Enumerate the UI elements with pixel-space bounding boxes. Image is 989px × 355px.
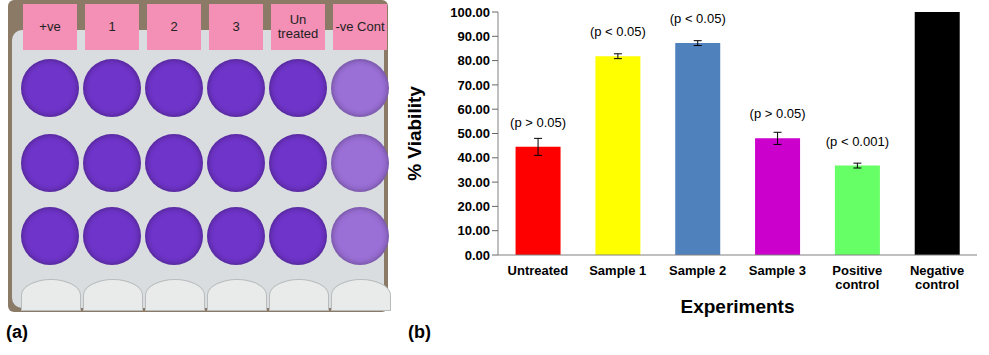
svg-text:90.00: 90.00	[457, 29, 490, 44]
svg-text:50.00: 50.00	[457, 126, 490, 141]
svg-text:80.00: 80.00	[457, 53, 490, 68]
svg-text:(p < 0.001): (p < 0.001)	[826, 134, 889, 149]
svg-text:20.00: 20.00	[457, 199, 490, 214]
svg-text:Negativecontrol: Negativecontrol	[910, 263, 964, 292]
svg-text:Sample 3: Sample 3	[749, 263, 806, 278]
svg-text:% Viability: % Viability	[405, 86, 425, 181]
html-text:3: 3	[232, 19, 240, 34]
html-text:(b): (b)	[408, 322, 431, 342]
svg-text:60.00: 60.00	[457, 102, 490, 117]
svg-text:100.00: 100.00	[450, 5, 490, 20]
svg-text:(p > 0.05): (p > 0.05)	[510, 115, 566, 130]
svg-text:(p < 0.05): (p < 0.05)	[590, 24, 646, 39]
html-text:+ve: +ve	[39, 19, 61, 34]
svg-text:30.00: 30.00	[457, 175, 490, 190]
html-text:2: 2	[170, 19, 178, 34]
html-text:Un treated: Un treated	[277, 12, 319, 41]
svg-text:Experiments: Experiments	[680, 296, 794, 317]
svg-text:Untreated: Untreated	[508, 263, 569, 278]
svg-text:Positivecontrol: Positivecontrol	[832, 263, 882, 292]
html-text:(a): (a)	[6, 322, 28, 342]
svg-text:Sample 2: Sample 2	[669, 263, 726, 278]
svg-text:40.00: 40.00	[457, 150, 490, 165]
svg-text:70.00: 70.00	[457, 78, 490, 93]
svg-text:(p < 0.05): (p < 0.05)	[670, 11, 726, 26]
html-text:1: 1	[108, 19, 116, 34]
svg-text:0.00: 0.00	[465, 248, 490, 263]
svg-text:10.00: 10.00	[457, 223, 490, 238]
svg-text:Sample 1: Sample 1	[589, 263, 646, 278]
svg-text:(p > 0.05): (p > 0.05)	[750, 106, 806, 121]
html-text:-ve Cont: -ve Cont	[335, 19, 385, 34]
